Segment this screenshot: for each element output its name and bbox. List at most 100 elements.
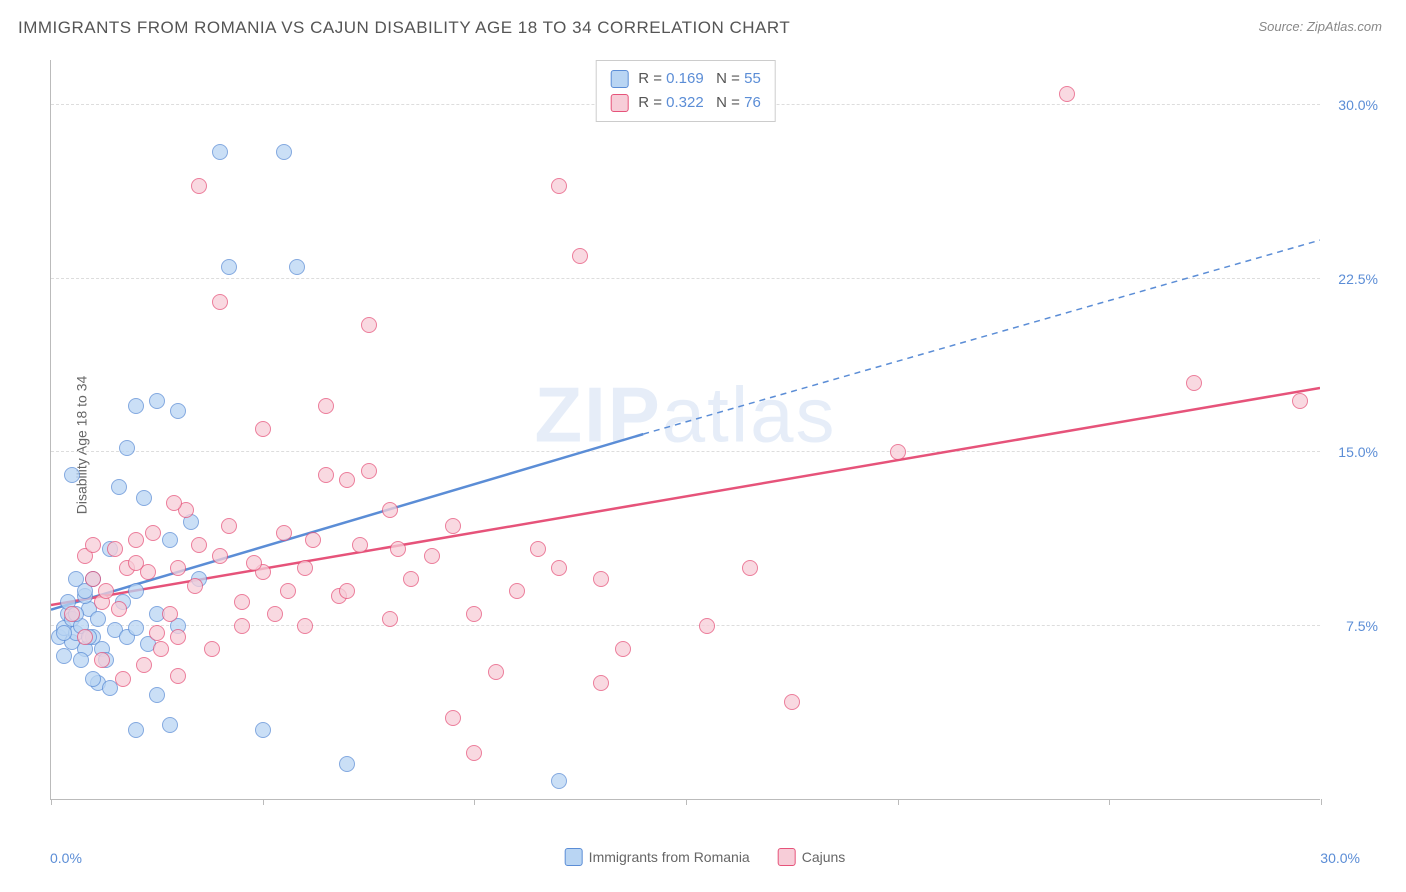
cajuns-point bbox=[1059, 86, 1075, 102]
romania-point bbox=[111, 479, 127, 495]
chart-title: IMMIGRANTS FROM ROMANIA VS CAJUN DISABIL… bbox=[18, 18, 790, 38]
cajuns-point bbox=[128, 555, 144, 571]
romania-point bbox=[221, 259, 237, 275]
romania-point bbox=[162, 532, 178, 548]
romania-point bbox=[90, 611, 106, 627]
cajuns-point bbox=[191, 537, 207, 553]
cajuns-point bbox=[318, 467, 334, 483]
cajuns-point bbox=[204, 641, 220, 657]
cajuns-point bbox=[339, 583, 355, 599]
romania-point bbox=[56, 648, 72, 664]
cajuns-point bbox=[111, 601, 127, 617]
cajuns-point bbox=[1292, 393, 1308, 409]
plot-area: ZIPatlas 7.5%15.0%22.5%30.0% R = 0.169 N… bbox=[50, 60, 1320, 800]
grid-line bbox=[51, 278, 1320, 279]
stats-swatch bbox=[610, 94, 628, 112]
stats-row-cajuns: R = 0.322 N = 76 bbox=[610, 91, 761, 115]
romania-point bbox=[56, 625, 72, 641]
cajuns-point bbox=[339, 472, 355, 488]
cajuns-point bbox=[318, 398, 334, 414]
cajuns-point bbox=[361, 317, 377, 333]
cajuns-point bbox=[115, 671, 131, 687]
cajuns-point bbox=[699, 618, 715, 634]
romania-point bbox=[212, 144, 228, 160]
stats-legend-box: R = 0.169 N = 55R = 0.322 N = 76 bbox=[595, 60, 776, 122]
y-tick-label: 15.0% bbox=[1338, 444, 1378, 460]
cajuns-point bbox=[615, 641, 631, 657]
source-text: Source: ZipAtlas.com bbox=[1258, 18, 1382, 36]
cajuns-point bbox=[352, 537, 368, 553]
romania-point bbox=[149, 687, 165, 703]
cajuns-point bbox=[530, 541, 546, 557]
cajuns-point bbox=[280, 583, 296, 599]
cajuns-point bbox=[234, 618, 250, 634]
cajuns-point bbox=[551, 560, 567, 576]
cajuns-point bbox=[77, 629, 93, 645]
cajuns-point bbox=[221, 518, 237, 534]
cajuns-point bbox=[212, 294, 228, 310]
romania-point bbox=[149, 393, 165, 409]
cajuns-point bbox=[424, 548, 440, 564]
romania-point bbox=[162, 717, 178, 733]
romania-point bbox=[289, 259, 305, 275]
romania-point bbox=[73, 652, 89, 668]
romania-point bbox=[551, 773, 567, 789]
x-tick bbox=[263, 799, 264, 805]
cajuns-point bbox=[85, 537, 101, 553]
cajuns-point bbox=[1186, 375, 1202, 391]
cajuns-point bbox=[305, 532, 321, 548]
cajuns-point bbox=[128, 532, 144, 548]
cajuns-point bbox=[551, 178, 567, 194]
x-tick bbox=[686, 799, 687, 805]
x-tick bbox=[1109, 799, 1110, 805]
x-tick-min: 0.0% bbox=[50, 850, 82, 866]
cajuns-point bbox=[361, 463, 377, 479]
cajuns-point bbox=[742, 560, 758, 576]
source-name: ZipAtlas.com bbox=[1307, 19, 1382, 34]
cajuns-point bbox=[784, 694, 800, 710]
legend-item-cajuns: Cajuns bbox=[778, 848, 846, 866]
romania-point bbox=[339, 756, 355, 772]
cajuns-point bbox=[390, 541, 406, 557]
cajuns-point bbox=[488, 664, 504, 680]
cajuns-point bbox=[246, 555, 262, 571]
cajuns-point bbox=[149, 625, 165, 641]
legend-swatch bbox=[565, 848, 583, 866]
watermark: ZIPatlas bbox=[534, 369, 836, 460]
trend-lines bbox=[51, 60, 1320, 799]
legend-swatch bbox=[778, 848, 796, 866]
cajuns-point bbox=[466, 606, 482, 622]
cajuns-point bbox=[267, 606, 283, 622]
cajuns-point bbox=[170, 668, 186, 684]
cajuns-point bbox=[234, 594, 250, 610]
cajuns-point bbox=[509, 583, 525, 599]
cajuns-point bbox=[297, 560, 313, 576]
romania-point bbox=[64, 467, 80, 483]
cajuns-point bbox=[445, 710, 461, 726]
romania-point bbox=[128, 620, 144, 636]
grid-line bbox=[51, 451, 1320, 452]
cajuns-point bbox=[593, 675, 609, 691]
stats-text: R = 0.169 N = 55 bbox=[638, 67, 761, 91]
cajuns-point bbox=[98, 583, 114, 599]
cajuns-point bbox=[64, 606, 80, 622]
romania-point bbox=[276, 144, 292, 160]
cajuns-point bbox=[166, 495, 182, 511]
cajuns-point bbox=[466, 745, 482, 761]
y-tick-label: 7.5% bbox=[1346, 618, 1378, 634]
romania-point bbox=[255, 722, 271, 738]
cajuns-point bbox=[445, 518, 461, 534]
x-tick bbox=[474, 799, 475, 805]
legend-label: Immigrants from Romania bbox=[589, 849, 750, 865]
cajuns-point bbox=[212, 548, 228, 564]
cajuns-point bbox=[890, 444, 906, 460]
x-tick-max: 30.0% bbox=[1320, 850, 1360, 866]
watermark-zip: ZIP bbox=[534, 370, 661, 458]
cajuns-point bbox=[382, 611, 398, 627]
cajuns-point bbox=[162, 606, 178, 622]
cajuns-point bbox=[187, 578, 203, 594]
cajuns-point bbox=[593, 571, 609, 587]
y-tick-label: 30.0% bbox=[1338, 97, 1378, 113]
romania-point bbox=[170, 403, 186, 419]
source-prefix: Source: bbox=[1258, 19, 1306, 34]
